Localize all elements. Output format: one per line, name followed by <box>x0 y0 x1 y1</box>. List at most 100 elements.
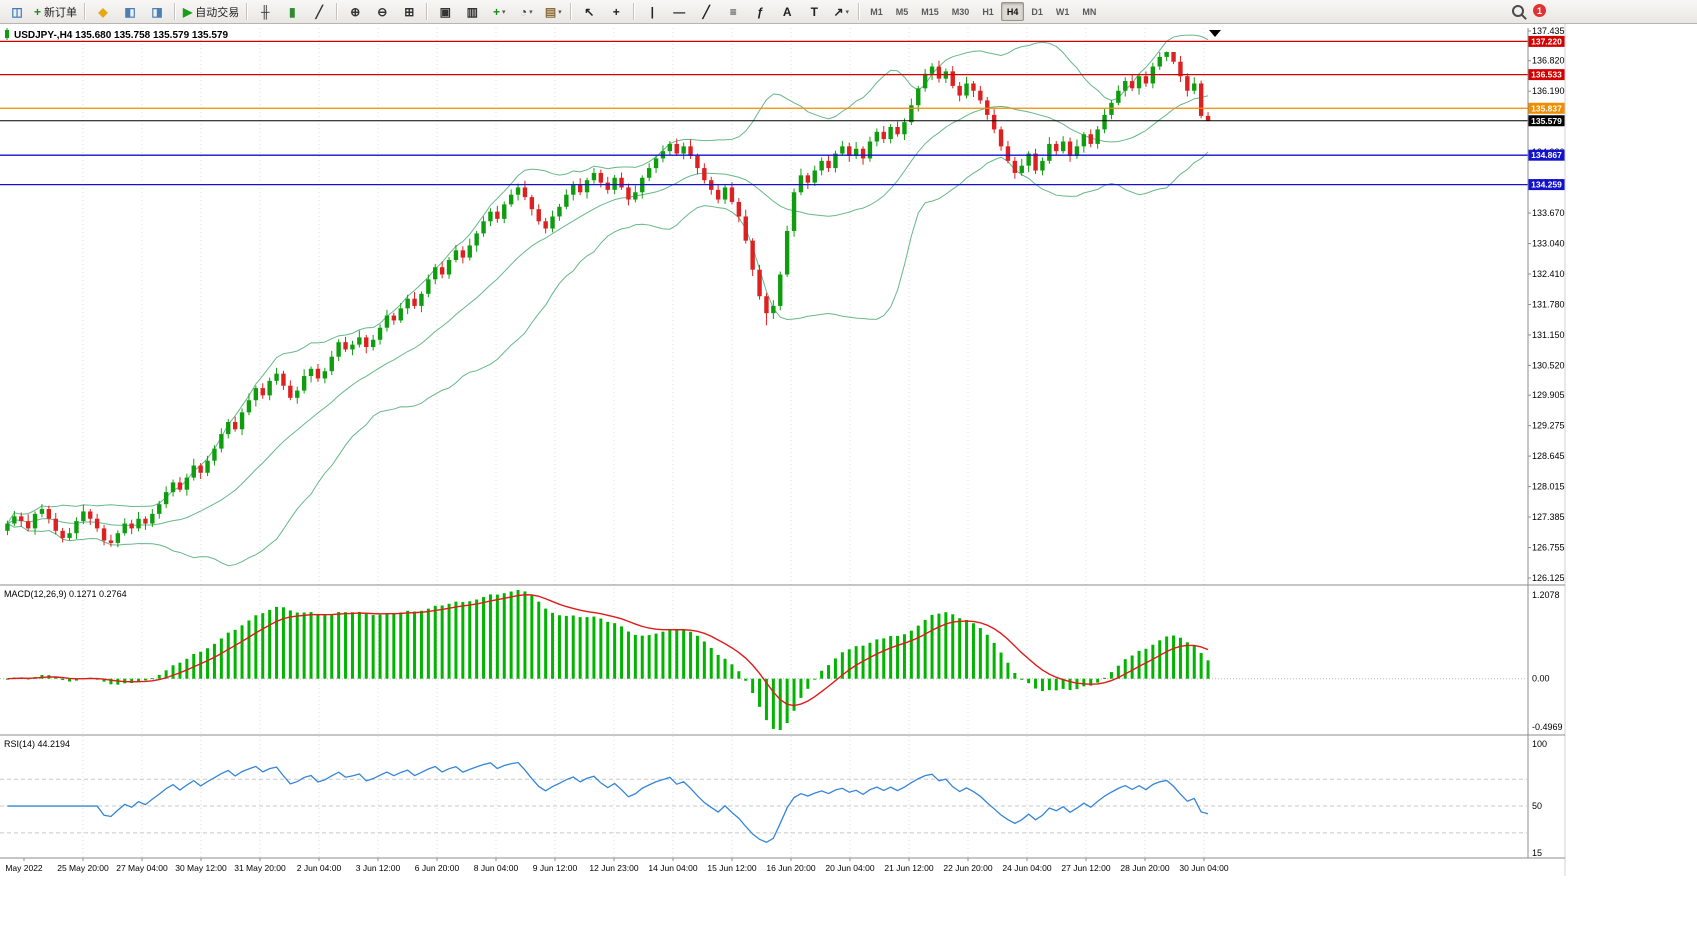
time-axis-label: 15 Jun 12:00 <box>707 863 756 873</box>
arrows-tool-button[interactable]: ↗ ▾ <box>828 1 854 23</box>
timeframe-m15-button[interactable]: M15 <box>921 6 939 17</box>
toolbar-separator <box>246 3 249 20</box>
macd-histogram-bar <box>199 651 203 679</box>
text-tool-icon[interactable]: A <box>774 1 800 23</box>
chart-shift-icon[interactable]: ▥ <box>459 1 485 23</box>
line-chart-icon-glyph: ╱ <box>315 4 323 19</box>
zoom-in-icon-glyph: ⊕ <box>350 4 361 19</box>
indicators-button[interactable]: + ▾ <box>486 1 512 23</box>
candle-body <box>543 221 548 229</box>
candle-body <box>177 482 183 490</box>
notification-badge[interactable]: 1 <box>1533 4 1546 17</box>
price-scale-label: 128.645 <box>1532 451 1565 461</box>
macd-histogram-bar <box>475 599 479 679</box>
timeframe-w1-button[interactable]: W1 <box>1055 6 1070 17</box>
channel-tool-icon[interactable]: ≡ <box>720 1 746 23</box>
time-axis[interactable]: May 2022 25 May 20:00 27 May 04:00 30 May 1… <box>0 857 1565 873</box>
timeframe-m30-button[interactable]: M30 <box>951 6 970 17</box>
market-watch-icon[interactable]: ◧ <box>117 1 143 23</box>
line-chart-icon[interactable]: ╱ <box>306 1 332 23</box>
crosshair-icon[interactable]: + <box>603 1 629 23</box>
macd-histogram-bar <box>364 613 368 679</box>
macd-histogram-bar <box>647 635 651 679</box>
macd-histogram-bar <box>923 619 927 679</box>
candle-body <box>163 492 169 505</box>
label-tool-icon[interactable]: T <box>801 1 827 23</box>
time-axis-label: 12 Jun 23:00 <box>589 863 638 873</box>
zoom-out-icon[interactable]: ⊖ <box>369 1 395 23</box>
timeframe-m5-button[interactable]: M5 <box>895 6 909 17</box>
time-axis-label: 8 Jun 04:00 <box>474 863 519 873</box>
time-axis-label: 22 Jun 20:00 <box>943 863 992 873</box>
candlestick-chart-icon[interactable]: ▮ <box>279 1 305 23</box>
candle-body <box>936 66 942 79</box>
macd-histogram-bar <box>689 631 693 679</box>
chart-window-icon-glyph: ◫ <box>11 4 23 19</box>
macd-histogram-bar <box>102 678 106 682</box>
search-icon[interactable] <box>1512 4 1524 17</box>
macd-histogram-bar <box>847 649 851 679</box>
macd-histogram-bar <box>1172 635 1176 679</box>
price-tag-label: 137.220 <box>1531 36 1562 46</box>
autotrading-button[interactable]: ▶ 自动交易 <box>180 1 242 23</box>
metaeditor-icon[interactable]: ◆ <box>90 1 116 23</box>
candle-body <box>1143 76 1149 84</box>
candle-body <box>315 368 321 379</box>
timeframe-d1-button[interactable]: D1 <box>1031 6 1043 17</box>
strategy-tester-icon[interactable]: ◨ <box>144 1 170 23</box>
toolbar-separator <box>174 3 177 20</box>
tile-windows-icon[interactable]: ⊞ <box>396 1 422 23</box>
trendline-tool-icon[interactable]: ╱ <box>693 1 719 23</box>
cursor-icon[interactable]: ↖ <box>576 1 602 23</box>
macd-histogram-bar <box>1123 659 1127 679</box>
arrange-windows-icon[interactable]: ▣ <box>432 1 458 23</box>
candle-body <box>522 187 528 198</box>
arrows-tool-button-caret-icon: ▾ <box>845 8 850 16</box>
horizontal-lines[interactable] <box>0 40 1528 186</box>
macd-scale-max: 1.2078 <box>1532 590 1560 600</box>
macd-histogram-bar <box>951 614 955 679</box>
macd-histogram-bar <box>723 658 727 679</box>
candle-body <box>232 421 238 430</box>
candle-body <box>1019 165 1024 173</box>
timeframe-h4-button[interactable]: H4 <box>1000 2 1025 21</box>
templates-button[interactable]: ▤ ▾ <box>540 1 566 23</box>
time-axis-label: May 2022 <box>5 863 43 873</box>
timeframe-h1-button[interactable]: H1 <box>982 6 994 17</box>
macd-histogram-bar <box>1034 678 1038 689</box>
candle-body <box>1164 52 1169 57</box>
chart-shift-marker[interactable] <box>1209 30 1221 37</box>
candle-body <box>391 315 397 321</box>
macd-histogram-bar <box>875 639 879 679</box>
candle-body <box>405 298 410 309</box>
candle-body <box>1123 81 1128 91</box>
candle-body <box>60 530 65 539</box>
timeframe-mn-button[interactable]: MN <box>1082 6 1097 17</box>
macd-histogram-bar <box>240 625 244 679</box>
fibonacci-tool-icon[interactable]: ƒ <box>747 1 773 23</box>
macd-histogram-bar <box>495 594 499 679</box>
bar-chart-icon[interactable]: ╫ <box>252 1 278 23</box>
macd-histogram-bar <box>1013 672 1017 679</box>
candle-body <box>357 337 362 345</box>
zoom-in-icon[interactable]: ⊕ <box>342 1 368 23</box>
candle-body <box>722 187 728 200</box>
candle-body <box>1040 160 1045 171</box>
price-scale-label: 130.520 <box>1532 360 1565 370</box>
macd-histogram-bar <box>1082 678 1086 687</box>
vertical-line-tool-icon[interactable]: | <box>639 1 665 23</box>
candle-body <box>688 146 693 157</box>
periods-button[interactable]: ◔ ▾ <box>513 1 539 23</box>
horizontal-line-tool-icon[interactable]: — <box>666 1 692 23</box>
new-order-button[interactable]: + 新订单 <box>31 1 80 23</box>
candle-body <box>1185 76 1190 91</box>
macd-histogram-bar <box>661 631 665 679</box>
toolbar-separator <box>84 3 87 20</box>
timeframe-m1-button[interactable]: M1 <box>870 6 883 17</box>
chart-window-icon[interactable]: ◫ <box>4 1 30 23</box>
macd-histogram-bar <box>668 629 672 679</box>
time-axis-label: 14 Jun 04:00 <box>648 863 697 873</box>
candle-body <box>322 371 328 379</box>
candle-body <box>916 88 921 106</box>
